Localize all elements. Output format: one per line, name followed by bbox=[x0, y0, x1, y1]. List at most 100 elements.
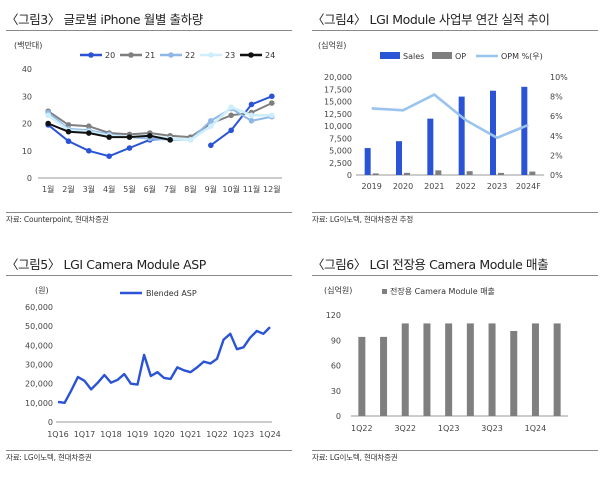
data-point-21 bbox=[269, 100, 275, 106]
bar-op bbox=[372, 173, 379, 175]
bar-sales bbox=[427, 118, 434, 175]
x-tick-label: 5월 bbox=[123, 184, 135, 194]
x-tick-label: 1Q23 bbox=[233, 430, 255, 439]
data-point-20 bbox=[228, 127, 234, 134]
legend-marker-23 bbox=[208, 52, 214, 58]
y2-tick-label: 6% bbox=[550, 112, 563, 121]
x-tick-label: 1Q20 bbox=[153, 430, 175, 439]
y2-tick-label: 4% bbox=[550, 132, 563, 141]
legend-label-24: 24 bbox=[265, 51, 275, 60]
data-point-20 bbox=[126, 145, 133, 151]
bar-sales bbox=[510, 330, 518, 416]
bar-sales bbox=[445, 323, 453, 416]
x-tick-label: 7월 bbox=[164, 184, 176, 194]
data-point-24 bbox=[167, 137, 173, 143]
title-divider bbox=[312, 30, 598, 31]
legend-swatch-sales bbox=[380, 52, 400, 59]
y-tick-label: 5,000 bbox=[329, 147, 352, 156]
x-tick-label: 9월 bbox=[205, 184, 217, 194]
bar-sales bbox=[358, 336, 366, 416]
series-line-21 bbox=[47, 102, 273, 139]
x-tick-label: 11월 bbox=[243, 184, 261, 194]
auto-camera-sales-chart: (십억원) 0 30 60 90 120 1Q22 3Q22 1Q23 3Q23 1Q24 전장용 C… bbox=[324, 285, 568, 433]
data-point-24 bbox=[147, 132, 153, 139]
y-tick-label: 12,500 bbox=[324, 110, 352, 119]
legend-label-23: 23 bbox=[225, 51, 235, 60]
y-tick-label: 15,000 bbox=[324, 98, 352, 107]
title-divider bbox=[6, 30, 292, 31]
legend-marker-24 bbox=[248, 52, 254, 58]
bar-sales bbox=[466, 323, 474, 416]
data-point-23 bbox=[187, 137, 194, 143]
data-point-22 bbox=[208, 117, 214, 124]
x-tick-label: 3Q22 bbox=[394, 424, 416, 433]
series-line-22 bbox=[47, 107, 272, 141]
x-tick-label: 2021 bbox=[424, 182, 444, 191]
legend-label-sales: Sales bbox=[403, 52, 424, 61]
camera-asp-chart: (원) 0 10,000 20,000 30,000 40,000 50,000 60,000… bbox=[25, 286, 281, 439]
legend-label-op: OP bbox=[455, 52, 466, 61]
chart-title: 〈그림3〉 글로벌 iPhone 월별 출하량 bbox=[6, 12, 203, 27]
y-tick-label: 20,000 bbox=[324, 73, 352, 82]
bar-sales bbox=[364, 148, 371, 175]
bar-sales bbox=[488, 323, 496, 416]
data-point-23 bbox=[45, 112, 51, 119]
chart-title: 〈그림5〉 LGI Camera Module ASP bbox=[6, 257, 206, 272]
y-tick-label: 10,000 bbox=[324, 122, 352, 131]
data-point-20 bbox=[86, 147, 92, 154]
bar-op bbox=[466, 171, 473, 175]
source-note: 자료: Counterpoint, 현대차증권 bbox=[6, 215, 109, 224]
bar-sales bbox=[531, 323, 539, 416]
series-line-opm bbox=[371, 93, 529, 140]
source-note: 자료: LG이노텍, 현대차증권 bbox=[6, 453, 92, 462]
bar-sales bbox=[521, 86, 528, 175]
x-tick-label: 2020 bbox=[393, 182, 413, 191]
y-tick-label: 20,000 bbox=[25, 380, 53, 389]
x-tick-label: 1Q18 bbox=[100, 430, 122, 439]
source-divider bbox=[312, 450, 598, 451]
x-tick-label: 1Q22 bbox=[206, 430, 228, 439]
y-tick-label: 17,500 bbox=[324, 85, 352, 94]
x-tick-label: 2022 bbox=[455, 182, 475, 191]
y-tick-label: 0 bbox=[27, 174, 32, 183]
y2-tick-label: 2% bbox=[550, 151, 563, 160]
data-point-24 bbox=[106, 134, 112, 140]
y-tick-label: 30 bbox=[331, 387, 341, 396]
bar-sales bbox=[396, 141, 402, 175]
legend-marker-21 bbox=[128, 52, 134, 58]
data-point-24 bbox=[126, 134, 133, 140]
y-tick-label: 120 bbox=[326, 311, 341, 320]
legend-label-asp: Blended ASP bbox=[146, 289, 197, 298]
bar-sales bbox=[423, 323, 431, 416]
x-tick-label: 12월 bbox=[263, 184, 281, 194]
x-tick-label: 2월 bbox=[62, 184, 74, 194]
x-tick-label: 1Q21 bbox=[180, 430, 202, 439]
y-axis-label: (원) bbox=[35, 286, 49, 295]
y-tick-label: 10,000 bbox=[25, 399, 53, 408]
data-point-23 bbox=[228, 104, 234, 110]
data-point-20 bbox=[248, 101, 255, 108]
x-tick-label: 8월 bbox=[184, 184, 196, 194]
legend-label-opm: OPM %(우) bbox=[501, 52, 543, 61]
legend-marker-22 bbox=[168, 52, 174, 58]
legend-label-22: 22 bbox=[185, 51, 195, 60]
title-divider bbox=[312, 275, 598, 276]
y-tick-label: 90 bbox=[331, 336, 341, 345]
bar-sales bbox=[490, 90, 496, 175]
x-tick-label: 3Q23 bbox=[481, 424, 503, 433]
y-axis-label: (십억원) bbox=[318, 40, 346, 50]
data-point-23 bbox=[269, 112, 275, 119]
x-tick-label: 10월 bbox=[222, 184, 240, 194]
legend-swatch-sales bbox=[382, 289, 387, 294]
legend-label-sales: 전장용 Camera Module 매출 bbox=[390, 286, 495, 296]
y-axis-label: (십억원) bbox=[324, 285, 352, 295]
data-point-20 bbox=[106, 153, 112, 159]
title-divider bbox=[6, 275, 292, 276]
x-tick-label: 1Q23 bbox=[438, 424, 460, 433]
y-tick-label: 7,500 bbox=[329, 134, 352, 143]
y2-tick-label: 10% bbox=[550, 73, 568, 82]
x-tick-label: 4월 bbox=[103, 184, 115, 194]
y-tick-label: 40,000 bbox=[25, 341, 53, 350]
legend-swatch-op bbox=[432, 52, 452, 59]
module-annual-chart: (십억원) 0 2,500 5,000 7,500 10,000 12,500 15,000 1… bbox=[318, 40, 568, 191]
